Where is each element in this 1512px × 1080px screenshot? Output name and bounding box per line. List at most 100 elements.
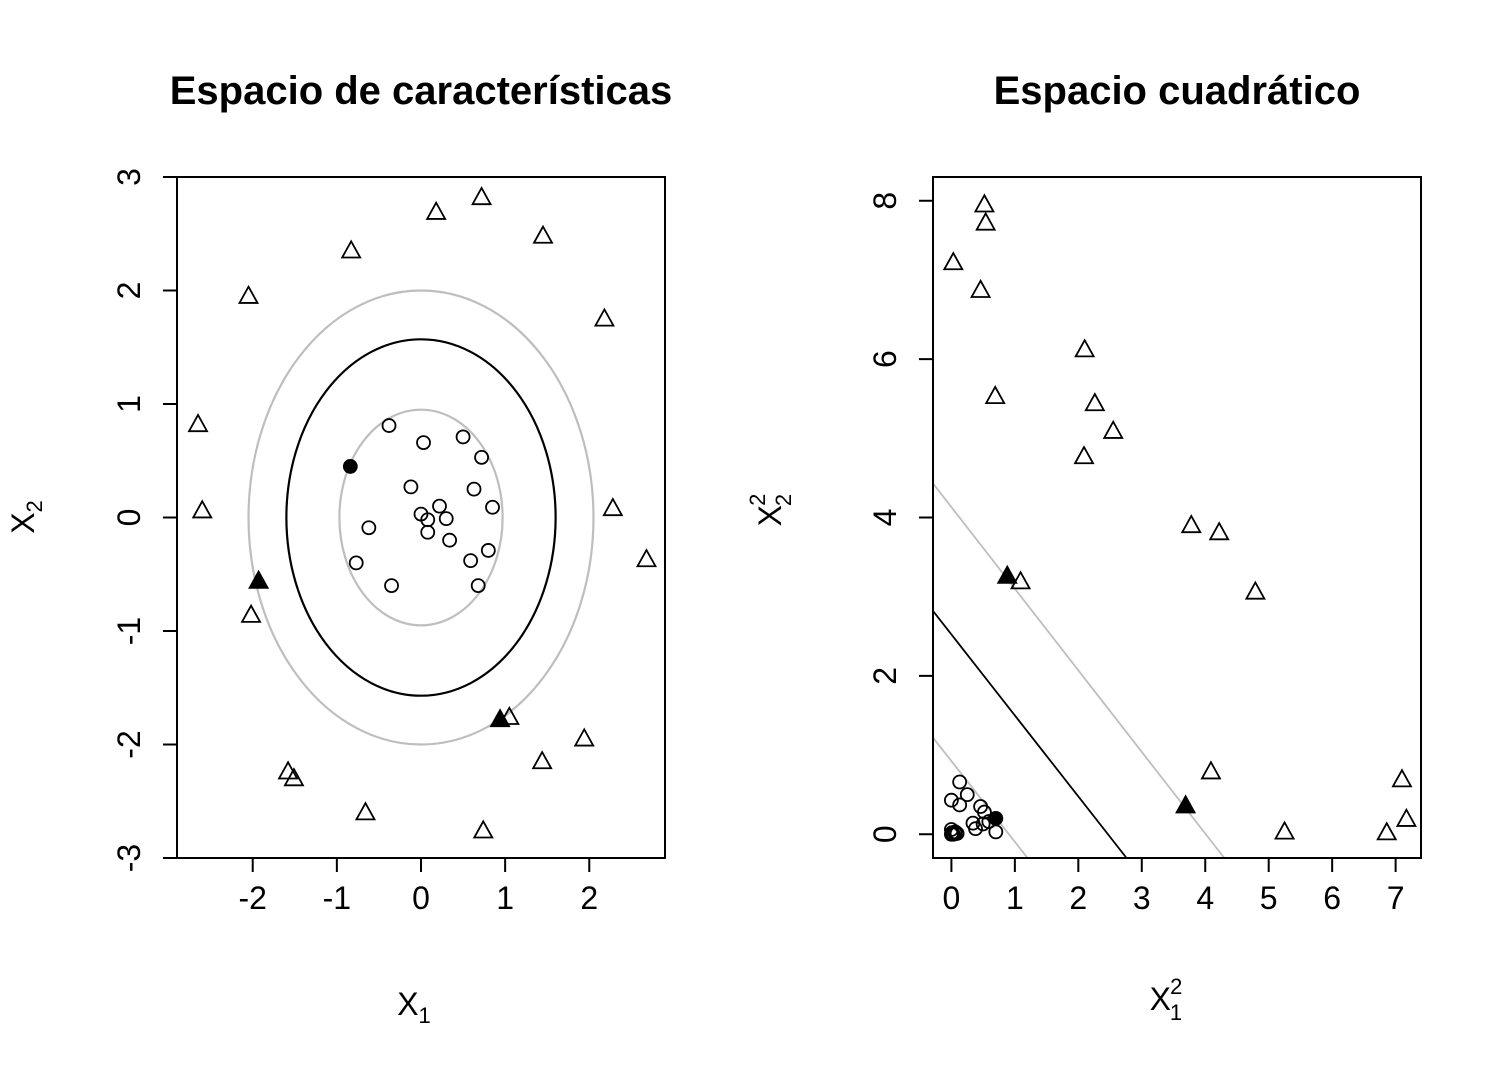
circle-point: [485, 499, 500, 515]
support-vector-triangle: [1175, 794, 1197, 814]
triangle-point: [1244, 580, 1266, 600]
x-axis: -2 -1 0 1 2: [238, 858, 598, 916]
triangle-point: [471, 186, 493, 206]
y-tick-label: -3: [111, 844, 147, 872]
circle-point: [952, 797, 968, 813]
triangle-point: [472, 819, 494, 839]
circle-point: [945, 826, 961, 842]
circle-point: [474, 449, 489, 465]
x-tick-label: -2: [238, 880, 266, 916]
y-tick-label: 0: [111, 509, 147, 527]
triangle-point: [340, 239, 362, 259]
triangle-point: [975, 211, 997, 231]
x-tick-label: 3: [1133, 880, 1151, 916]
y-axis: -3 -2 -1 0 1 2 3: [111, 168, 177, 872]
data-points: [187, 186, 658, 839]
circle-point: [361, 520, 377, 536]
data-points: [942, 193, 1417, 842]
y-axis-label: X22: [745, 494, 796, 527]
triangle-point: [1084, 392, 1106, 412]
margin-outer-ellipse: [247, 289, 595, 746]
circle-point: [438, 511, 454, 527]
x-tick-label: 1: [496, 880, 514, 916]
y-tick-label: 2: [111, 282, 147, 300]
x-axis-label: X1: [397, 986, 431, 1028]
triangle-point: [1200, 760, 1222, 780]
triangle-point: [984, 385, 1006, 404]
x-tick-label: 1: [1006, 880, 1024, 916]
triangle-point: [573, 727, 595, 747]
triangle-point: [1395, 807, 1417, 827]
circle-point: [381, 418, 397, 433]
decision-lines: [932, 482, 1225, 859]
chart-title: Espacio de características: [170, 69, 673, 113]
x-tick-label: 2: [580, 880, 598, 916]
y-tick-label: 0: [867, 825, 903, 843]
y-tick-label: 8: [867, 192, 903, 210]
circle-point: [384, 578, 399, 593]
y-tick-label: 1: [111, 395, 147, 413]
decision-ellipses: [247, 289, 595, 746]
circle-point: [432, 498, 447, 514]
x-tick-label: 5: [1260, 880, 1278, 916]
triangle-point: [1208, 521, 1230, 541]
triangle-point: [602, 497, 624, 517]
triangle-point: [354, 801, 376, 821]
circle-point: [947, 824, 963, 840]
circle-point: [470, 578, 486, 593]
triangle-point: [531, 750, 553, 770]
circle-point: [348, 555, 364, 571]
y-axis: 0 2 4 6 8: [867, 192, 933, 843]
triangle-point: [1376, 821, 1398, 841]
triangle-point: [593, 307, 615, 327]
support-vector-triangle: [489, 708, 511, 728]
x-axis: 0 1 2 3 4 5 6 7: [943, 858, 1405, 916]
x-axis-label: X12: [1150, 974, 1183, 1025]
support-vector-circle: [988, 811, 1004, 826]
x-tick-label: 2: [1069, 880, 1087, 916]
y-tick-label: -2: [111, 730, 147, 758]
triangle-point: [973, 193, 995, 213]
y-tick-label: 3: [111, 168, 147, 186]
triangle-point: [1180, 514, 1202, 534]
circle-point: [403, 479, 419, 495]
circle-point: [944, 792, 959, 808]
quadratic-space-panel: Espacio cuadrático 0 1 2 3 4 5 6 7 0 2 4 6 8 X12 X2…: [745, 69, 1422, 1025]
margin-inner-ellipse: [338, 408, 504, 627]
feature-space-panel: Espacio de características -2 -1 0 1 2 -3-2-…: [5, 69, 672, 1028]
triangle-point: [970, 278, 992, 298]
triangle-point: [1274, 820, 1296, 840]
y-tick-label: -1: [111, 617, 147, 645]
circle-point: [416, 435, 431, 450]
triangle-point: [191, 499, 213, 519]
circle-point: [480, 543, 496, 558]
x-tick-label: -1: [323, 880, 351, 916]
margin-upper-line: [932, 482, 1225, 859]
triangle-point: [1102, 419, 1124, 439]
margin-lower-line: [932, 737, 1029, 859]
circle-point: [442, 532, 458, 548]
circle-point: [455, 429, 471, 445]
circle-point: [968, 821, 983, 837]
triangle-point: [498, 705, 520, 725]
circle-point: [959, 787, 975, 803]
chart-title: Espacio cuadrático: [994, 69, 1361, 113]
y-tick-label: 4: [867, 509, 903, 527]
y-tick-label: 6: [867, 350, 903, 368]
triangle-point: [1010, 570, 1032, 590]
triangle-point: [635, 548, 658, 568]
support-vector-circle: [342, 459, 358, 474]
triangle-point: [425, 200, 447, 220]
circle-point: [466, 481, 482, 497]
support-vector-triangle: [996, 564, 1018, 584]
decision-ellipse: [285, 338, 557, 697]
y-tick-label: 2: [867, 667, 903, 685]
triangle-point: [1391, 768, 1413, 788]
x-tick-label: 0: [943, 880, 961, 916]
x-tick-label: 7: [1387, 880, 1405, 916]
x-tick-label: 4: [1196, 880, 1214, 916]
triangle-point: [1073, 445, 1095, 465]
x-tick-label: 0: [412, 880, 430, 916]
support-vector-triangle: [248, 569, 270, 589]
